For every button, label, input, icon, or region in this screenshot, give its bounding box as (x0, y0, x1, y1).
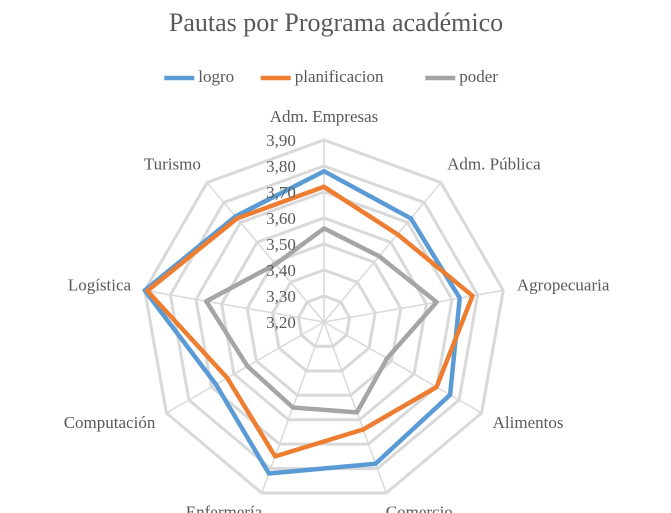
chart-title: Pautas por Programa académico (169, 8, 503, 37)
tick-label: 3,80 (266, 157, 296, 176)
tick-label: 3,90 (266, 131, 296, 150)
category-label: Comercio (386, 503, 453, 513)
tick-label: 3,30 (266, 287, 296, 306)
category-label: Turismo (144, 155, 201, 174)
spoke (144, 289, 325, 323)
category-label: Enfermería (186, 503, 263, 513)
category-label: Computación (64, 413, 156, 432)
spoke (323, 321, 482, 414)
tick-label: 3,60 (266, 209, 296, 228)
spoke (166, 321, 325, 414)
category-label: Agropecuaria (517, 275, 610, 294)
grid-ring (296, 294, 352, 348)
tick-label: 3,40 (266, 261, 296, 280)
category-label: Alimentos (493, 413, 564, 432)
category-label: Adm. Pública (447, 155, 541, 174)
grid-ring (245, 242, 403, 397)
tick-label: 3,20 (266, 313, 296, 332)
legend-label: poder (459, 67, 498, 86)
category-label: Adm. Empresas (270, 107, 379, 126)
legend-label: logro (198, 67, 234, 86)
grid-ring (271, 268, 377, 373)
series-line (145, 184, 475, 459)
grid-ring (220, 216, 428, 422)
spoke (206, 182, 325, 323)
series-line (203, 226, 439, 415)
grid-ring (143, 138, 505, 495)
category-label: Logística (68, 275, 132, 294)
legend-label: planificacion (295, 67, 384, 86)
tick-label: 3,70 (266, 183, 296, 202)
series-line (142, 168, 462, 476)
tick-label: 3,50 (266, 235, 296, 254)
spoke (323, 182, 442, 323)
